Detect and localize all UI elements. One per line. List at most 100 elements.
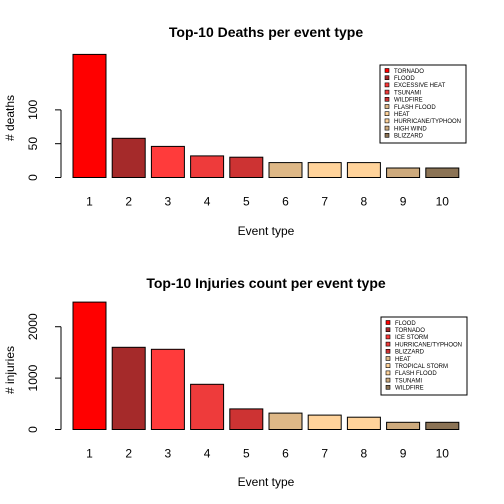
- legend-entry: EXCESSIVE HEAT: [394, 83, 446, 89]
- x-tick-label: 6: [282, 195, 289, 209]
- legend-swatch: [384, 75, 390, 80]
- bar-1: [72, 53, 107, 178]
- x-tick-label: 7: [321, 195, 328, 209]
- legend-swatch: [385, 363, 391, 369]
- legend-swatch: [385, 370, 391, 376]
- legend-swatch: [384, 104, 390, 109]
- legend-entry: TORNADO: [394, 69, 424, 75]
- legend-entry: HIGH WIND: [394, 126, 427, 132]
- legend-entry: HEAT: [394, 112, 410, 118]
- bar-4: [190, 155, 225, 178]
- bar-1: [72, 301, 107, 431]
- legend-entry: TROPICAL STORM: [395, 364, 448, 370]
- bar-5: [229, 408, 264, 430]
- x-tick-label: 5: [243, 195, 250, 209]
- x-tick-label: 3: [165, 447, 172, 461]
- legend-box: [380, 316, 468, 396]
- chart-title: Top-10 Injuries count per event type: [146, 275, 386, 291]
- bar-7: [307, 162, 342, 179]
- x-tick-label: 4: [204, 447, 211, 461]
- x-tick-label: 1: [86, 447, 93, 461]
- x-tick-label: 1: [86, 195, 93, 209]
- x-tick-label: 4: [204, 195, 211, 209]
- x-tick-labels: 1 2 3 4 5 6 7 8 9 10: [86, 447, 449, 461]
- x-tick-label: 7: [321, 447, 328, 461]
- bar-10: [425, 167, 460, 178]
- legend-swatch: [385, 327, 391, 333]
- legend-entry: FLOOD: [394, 76, 415, 82]
- legend-swatch: [384, 133, 390, 138]
- legend-swatch: [385, 377, 391, 383]
- bar-7: [307, 414, 342, 431]
- legend-swatch: [385, 334, 391, 340]
- y-tick-label: 100: [26, 100, 40, 120]
- legend-entry: BLIZZARD: [395, 350, 425, 356]
- x-tick-label: 3: [165, 195, 172, 209]
- legend-entry: FLASH FLOOD: [395, 371, 437, 377]
- bar-3: [150, 348, 185, 430]
- legend-entry: WILDFIRE: [395, 386, 424, 392]
- legend-entry: BLIZZARD: [394, 134, 424, 140]
- y-tick-label: 1000: [26, 364, 40, 391]
- bar-8: [346, 416, 381, 431]
- legend-swatch: [384, 111, 390, 116]
- x-tick-label: 9: [400, 195, 407, 209]
- legend-entry: FLOOD: [395, 321, 416, 327]
- bar-9: [386, 421, 421, 430]
- legend-swatch: [384, 68, 390, 73]
- legend-swatch: [384, 89, 390, 95]
- bar-10: [425, 421, 460, 430]
- legend-entry: HURRICANE/TYPHOON: [395, 342, 462, 348]
- x-tick-label: 5: [243, 447, 250, 461]
- x-axis-label: Event type: [238, 475, 295, 489]
- legend-entry: TSUNAMI: [395, 378, 422, 384]
- legend-swatch: [384, 82, 390, 88]
- bar-2: [111, 346, 146, 430]
- y-tick-label: 0: [26, 426, 40, 433]
- chart-title: Top-10 Deaths per event type: [169, 24, 363, 40]
- y-axis: 0 50 100: [26, 100, 62, 181]
- x-tick-label: 2: [125, 447, 132, 461]
- legend-entry: HEAT: [395, 357, 411, 363]
- x-tick-label: 2: [125, 195, 132, 209]
- y-tick-label: 50: [26, 137, 40, 151]
- legend-swatch: [385, 384, 391, 390]
- bars: [72, 53, 460, 179]
- x-tick-label: 9: [400, 447, 407, 461]
- bar-4: [190, 383, 225, 430]
- legend-swatch: [384, 125, 390, 131]
- x-axis-label: Event type: [238, 224, 295, 238]
- bar-8: [346, 162, 381, 179]
- legend-entry: HURRICANE/TYPHOON: [394, 119, 461, 125]
- legend-entry: ICE STORM: [395, 335, 428, 341]
- bar-6: [268, 162, 303, 179]
- x-tick-labels: 1 2 3 4 5 6 7 8 9 10: [86, 195, 449, 209]
- bar-6: [268, 412, 303, 431]
- legend-swatch: [384, 97, 390, 102]
- y-tick-label: 2000: [26, 313, 40, 340]
- x-tick-label: 10: [436, 195, 450, 209]
- x-tick-label: 8: [361, 195, 368, 209]
- y-tick-label: 0: [26, 174, 40, 181]
- bar-3: [150, 145, 185, 178]
- y-axis: 0 1000 2000: [26, 313, 62, 433]
- legend-swatch: [385, 348, 391, 354]
- x-tick-label: 6: [282, 447, 289, 461]
- x-tick-label: 10: [436, 447, 450, 461]
- injuries-chart: Top-10 Injuries count per event type Eve…: [3, 275, 468, 489]
- legend-entry: FLASH FLOOD: [394, 105, 436, 111]
- y-axis-label: # injuries: [3, 346, 17, 394]
- bar-2: [111, 137, 146, 179]
- bar-9: [386, 167, 421, 178]
- legend-box: [379, 64, 467, 144]
- legend-swatch: [385, 356, 391, 361]
- bars: [72, 301, 460, 431]
- legend-entry: WILDFIRE: [394, 98, 423, 104]
- y-axis-label: # deaths: [3, 95, 17, 141]
- deaths-chart: Top-10 Deaths per event type Event type …: [3, 24, 467, 238]
- legend-entry: TSUNAMI: [394, 90, 421, 96]
- x-tick-label: 8: [361, 447, 368, 461]
